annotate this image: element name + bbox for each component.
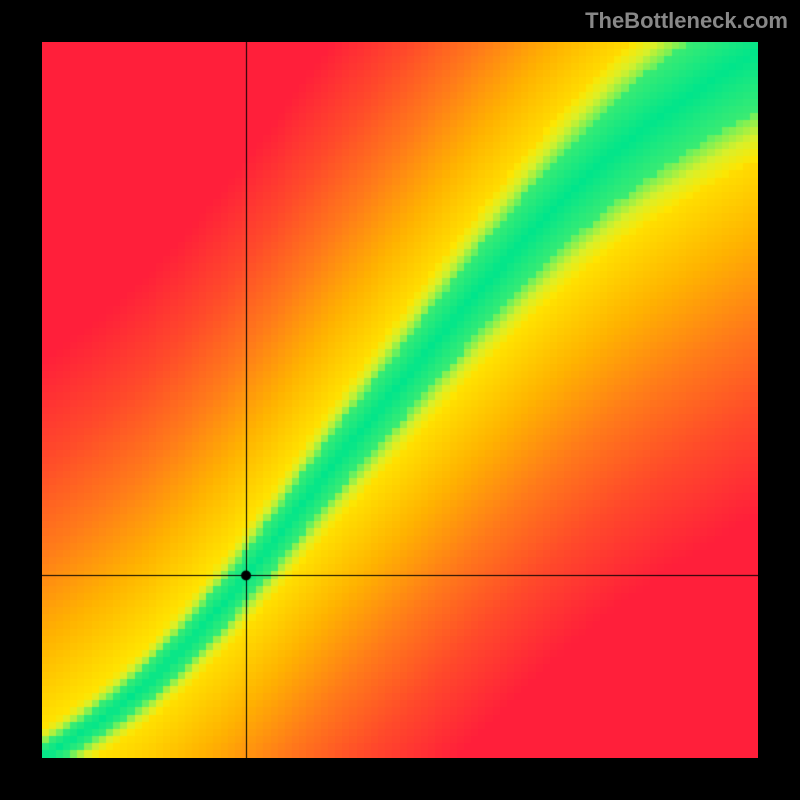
watermark-text: TheBottleneck.com (585, 8, 788, 34)
heatmap-canvas (42, 42, 758, 758)
heatmap-plot (42, 42, 758, 758)
